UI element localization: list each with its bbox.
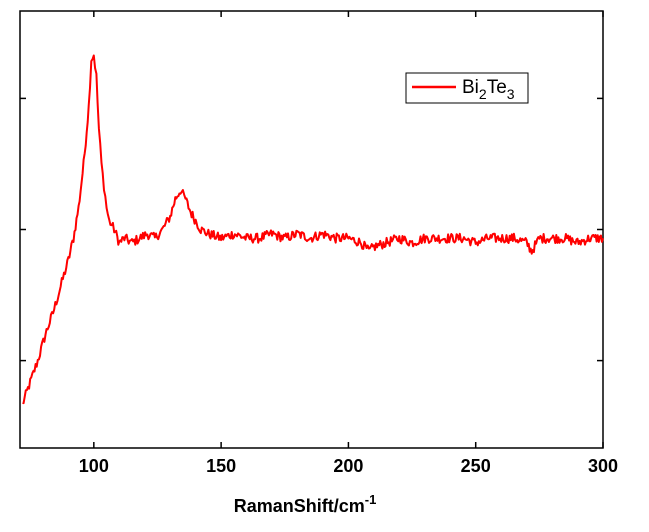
series-group: [22, 54, 604, 405]
legend: Bi2Te3: [405, 72, 529, 104]
x-tick-label-200: 200: [333, 456, 363, 476]
axis-ticks: [20, 11, 604, 448]
x-tick-label-100: 100: [79, 456, 109, 476]
legend-label: Bi2Te3: [462, 77, 515, 102]
series-line-bi2te3: [22, 54, 604, 405]
x-tick-label-150: 150: [206, 456, 236, 476]
x-tick-labels: 100 150 200 250 300: [79, 456, 618, 476]
x-axis-title: RamanShift/cm-1: [234, 492, 377, 516]
x-tick-label-300: 300: [588, 456, 618, 476]
x-tick-label-250: 250: [461, 456, 491, 476]
